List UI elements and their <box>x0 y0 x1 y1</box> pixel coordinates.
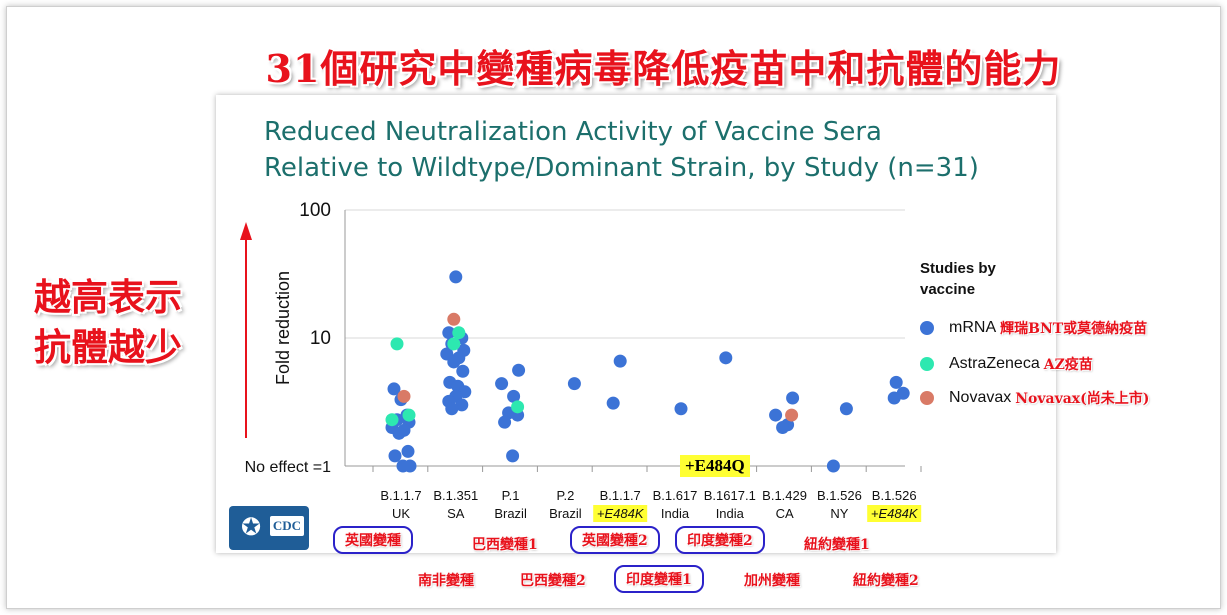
legend-label-mrna: mRNA <box>949 319 997 336</box>
legend-item-astrazeneca: AstraZeneca AZ疫苗 <box>920 354 1093 374</box>
x-tick-label: B.1.1.7 <box>600 488 641 503</box>
hhs-eagle-icon: ✪ <box>240 513 262 541</box>
data-point-mrna <box>495 377 509 391</box>
side-note-line-2: 抗體越少 <box>34 325 182 369</box>
x-tick-label: CA <box>776 506 794 521</box>
x-tick-label: +E484K <box>871 506 919 521</box>
x-tick-label: SA <box>447 506 465 521</box>
label-india-variant-1: 印度變種1 <box>614 565 704 593</box>
data-point-mrna <box>401 444 415 458</box>
data-point-mrna <box>445 402 459 416</box>
data-point-mrna <box>388 449 402 463</box>
data-point-astrazeneca <box>452 326 466 340</box>
data-point-mrna <box>512 363 526 377</box>
x-tick-label: India <box>716 506 745 521</box>
data-point-mrna <box>392 426 406 440</box>
arrow-head-icon <box>240 222 252 240</box>
legend-marker-novavax <box>920 391 934 405</box>
data-point-novavax <box>447 312 461 326</box>
data-point-mrna <box>674 402 688 416</box>
x-tick-label: B.1617.1 <box>704 488 756 503</box>
x-tick-label: B.1.351 <box>433 488 478 503</box>
legend-note-mrna: 輝瑞BNT或莫德納疫苗 <box>1000 321 1148 337</box>
chart-title-line-1: Reduced Neutralization Activity of Vacci… <box>264 117 882 147</box>
side-note: 越高表示 抗體越少 <box>34 272 234 372</box>
data-point-astrazeneca <box>447 337 461 351</box>
data-point-mrna <box>507 389 521 403</box>
x-tick-label: India <box>661 506 690 521</box>
cdc-logo-label: CDC <box>270 516 304 536</box>
x-tick-label: B.1.429 <box>762 488 807 503</box>
x-tick-label: B.1.1.7 <box>380 488 421 503</box>
data-point-astrazeneca <box>402 408 416 422</box>
label-brazil-variant-1: 巴西變種1 <box>472 537 538 553</box>
data-point-mrna <box>506 449 520 463</box>
data-point-mrna <box>606 396 620 410</box>
x-tick-label: P.1 <box>502 488 520 503</box>
data-point-mrna <box>447 355 461 369</box>
x-tick-highlight <box>867 505 922 522</box>
side-note-line-1: 越高表示 <box>34 275 182 319</box>
legend-item-mrna: mRNA 輝瑞BNT或莫德納疫苗 <box>920 318 1147 338</box>
data-point-mrna <box>403 459 417 473</box>
page-headline: 31個研究中變種病毒降低疫苗中和抗體的能力 <box>265 46 1062 91</box>
label-india-variant-2: 印度變種2 <box>675 526 765 554</box>
data-point-mrna <box>455 398 469 412</box>
data-point-mrna <box>387 382 401 396</box>
data-point-astrazeneca <box>385 413 399 427</box>
legend-marker-astrazeneca <box>920 357 934 371</box>
x-tick-label: B.1.526 <box>817 488 862 503</box>
legend-title: Studies by vaccine <box>920 260 996 298</box>
x-tick-highlight <box>593 505 648 522</box>
data-point-mrna <box>567 377 581 391</box>
legend-label-novavax: Novavax <box>949 389 1012 406</box>
x-tick-label: UK <box>392 506 410 521</box>
data-point-mrna <box>889 375 903 389</box>
data-point-astrazeneca <box>390 337 404 351</box>
data-point-mrna <box>826 459 840 473</box>
data-point-mrna <box>449 270 463 284</box>
label-uk-variant: 英國變種 <box>333 526 413 554</box>
data-point-mrna <box>498 415 512 429</box>
legend-note-novavax: Novavax(尚未上市) <box>1015 391 1150 407</box>
x-tick-label: B.1.526 <box>872 488 917 503</box>
data-point-astrazeneca <box>511 400 525 414</box>
x-tick-label: Brazil <box>494 506 527 521</box>
x-tick-label: P.2 <box>556 488 574 503</box>
label-uk-variant-2: 英國變種2 <box>570 526 660 554</box>
x-tick-label: +E484K <box>597 506 645 521</box>
x-tick-label: B.1.617 <box>653 488 698 503</box>
legend-item-novavax: Novavax Novavax(尚未上市) <box>920 388 1149 408</box>
x-tick-label: NY <box>830 506 848 521</box>
data-point-novavax <box>785 408 799 422</box>
label-ny-variant-1: 紐約變種1 <box>804 537 870 553</box>
data-point-mrna <box>613 354 627 368</box>
data-point-mrna <box>456 364 470 378</box>
label-sa-variant: 南非變種 <box>418 573 474 589</box>
chart-slide <box>216 95 1056 553</box>
chart-title-line-2: Relative to Wildtype/Dominant Strain, by… <box>264 153 979 183</box>
chart-title: Reduced Neutralization Activity of Vacci… <box>264 114 1044 186</box>
y-tick-label: 100 <box>299 200 331 221</box>
data-point-mrna <box>719 351 733 365</box>
label-ca-variant: 加州變種 <box>744 573 800 589</box>
data-point-mrna <box>769 408 783 422</box>
data-point-mrna <box>776 420 790 434</box>
label-brazil-variant-2: 巴西變種2 <box>520 573 586 589</box>
legend-marker-mrna <box>920 321 934 335</box>
y-tick-label: 10 <box>310 328 331 349</box>
legend-note-astrazeneca: AZ疫苗 <box>1043 357 1093 373</box>
e484q-annotation: +E484Q <box>680 455 750 477</box>
x-tick-label: Brazil <box>549 506 582 521</box>
y-axis-label: Fold reduction <box>273 271 293 385</box>
data-point-mrna <box>887 391 901 405</box>
y-tick-label: No effect =1 <box>245 459 332 476</box>
data-point-novavax <box>397 389 411 403</box>
data-point-mrna <box>442 326 456 340</box>
data-point-mrna <box>839 402 853 416</box>
legend-label-astrazeneca: AstraZeneca <box>949 355 1040 372</box>
label-ny-variant-2: 紐約變種2 <box>853 573 919 589</box>
data-point-mrna <box>786 391 800 405</box>
